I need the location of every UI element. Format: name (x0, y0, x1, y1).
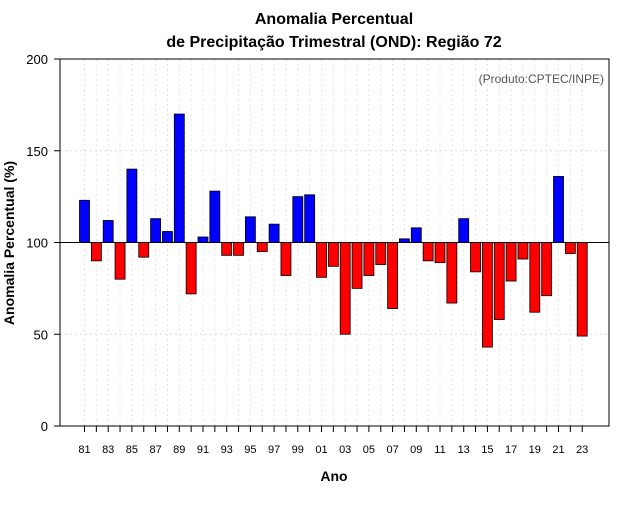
chart-title-line2: de Precipitação Trimestral (OND): Região… (166, 34, 501, 51)
x-tick-label: 93 (221, 444, 233, 456)
bar-92 (209, 190, 221, 243)
bar-21 (553, 176, 564, 243)
bar-08 (399, 238, 410, 243)
x-tick-label: 05 (363, 444, 375, 456)
x-tick-label: 91 (197, 444, 209, 456)
x-tick-label: 01 (315, 444, 327, 456)
bar-87 (150, 218, 162, 243)
bar-05 (363, 242, 375, 276)
x-axis-title: Ano (320, 468, 347, 484)
x-tick-label: 09 (410, 444, 422, 456)
bar-82 (90, 242, 102, 262)
bar-04 (351, 242, 363, 289)
x-tick-label: 97 (268, 444, 280, 456)
bar-00 (304, 194, 316, 243)
x-tick-label: 19 (529, 444, 541, 456)
bar-89 (173, 113, 185, 243)
bar-85 (126, 168, 138, 243)
bar-15 (481, 242, 493, 348)
bar-09 (410, 227, 422, 243)
x-axis: 81 83 85 87 89 91 93 95 97 99 01 03 05 07 09 11 13 15 17 19… (78, 426, 588, 456)
bar-10 (422, 242, 434, 262)
bar-02 (327, 242, 339, 267)
bar-84 (114, 242, 126, 280)
x-tick-label: 89 (173, 444, 185, 456)
bar-83 (102, 220, 114, 243)
x-tick-label: 13 (458, 444, 470, 456)
gridlines (60, 59, 609, 426)
x-tick-label: 11 (434, 444, 445, 456)
x-tick-label: 23 (576, 444, 588, 456)
bar-06 (375, 242, 387, 265)
bar-81 (79, 199, 90, 243)
bar-99 (292, 196, 304, 243)
bars (79, 113, 588, 348)
bar-93 (221, 242, 233, 256)
bar-17 (505, 242, 517, 282)
y-axis-title: Anomalia Percentual (%) (1, 161, 17, 325)
bar-98 (280, 242, 292, 276)
bar-01 (316, 242, 327, 278)
bar-96 (256, 242, 268, 253)
bar-12 (446, 242, 458, 304)
bar-91 (197, 236, 209, 243)
bar-22 (564, 242, 576, 254)
x-tick-label: 17 (505, 444, 517, 456)
y-tick-label: 200 (26, 52, 48, 67)
bar-88 (162, 231, 173, 243)
x-tick-label: 21 (552, 444, 564, 456)
bar-16 (493, 242, 505, 320)
x-tick-label: 99 (292, 444, 304, 456)
bar-23 (576, 242, 588, 337)
x-tick-label: 81 (78, 444, 90, 456)
y-tick-label: 150 (26, 144, 48, 159)
bar-94 (233, 242, 244, 256)
bar-20 (541, 242, 553, 297)
bar-11 (434, 242, 446, 264)
x-tick-label: 85 (126, 444, 138, 456)
bar-18 (517, 242, 529, 260)
y-tick-label: 0 (41, 419, 48, 434)
bar-14 (470, 242, 481, 273)
x-tick-label: 07 (386, 444, 398, 456)
credit-label: (Produto:CPTEC/INPE) (479, 72, 604, 86)
bar-97 (268, 223, 280, 243)
bar-03 (339, 242, 351, 335)
bar-13 (458, 218, 470, 243)
bar-90 (185, 242, 197, 295)
bar-95 (244, 216, 256, 243)
x-tick-label: 15 (481, 444, 493, 456)
y-axis: 0 50 100 150 200 (26, 52, 60, 434)
chart-title-line1: Anomalia Percentual (255, 11, 413, 28)
x-tick-label: 95 (244, 444, 256, 456)
x-tick-label: 83 (102, 444, 114, 456)
x-tick-label: 87 (149, 444, 161, 456)
x-tick-label: 03 (339, 444, 351, 456)
bar-19 (529, 242, 541, 313)
y-tick-label: 50 (34, 327, 48, 342)
y-tick-label: 100 (26, 236, 48, 251)
bar-86 (138, 242, 150, 258)
bar-07 (387, 242, 399, 309)
